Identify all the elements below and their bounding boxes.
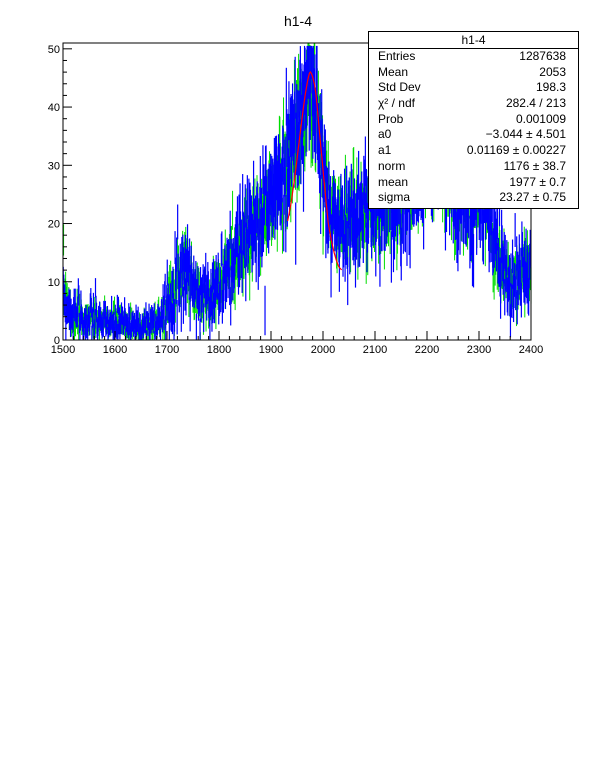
x-tick-label: 2000	[311, 344, 335, 356]
x-tick-label: 1600	[103, 344, 127, 356]
x-tick-label: 2400	[519, 344, 543, 356]
y-tick-label: 50	[48, 44, 60, 56]
stats-key: χ² / ndf	[378, 96, 415, 111]
stats-value: 198.3	[535, 80, 566, 95]
x-tick-label: 1500	[51, 344, 75, 356]
stats-value: 1287638	[519, 49, 566, 63]
stats-row: norm 1176 ± 38.7	[369, 159, 578, 175]
x-tick-label: 1700	[155, 344, 179, 356]
stats-key: Std Dev	[378, 80, 421, 95]
chart-title: h1-4	[284, 13, 312, 29]
stats-box-title: h1-4	[369, 32, 578, 49]
y-tick-label: 30	[48, 160, 60, 172]
stats-value: 282.4 / 213	[505, 96, 566, 111]
fit-peak-curve	[287, 70, 343, 271]
stats-rows: Entries 1287638 Mean 2053 Std Dev 198.3 χ² / n…	[369, 49, 578, 206]
stats-key: Prob	[378, 111, 404, 126]
y-tick-label: 10	[48, 277, 60, 289]
stats-key: sigma	[378, 190, 411, 205]
stats-key: a0	[378, 127, 392, 142]
stats-value: 1977 ± 0.7	[509, 174, 566, 189]
stats-box: h1-4 Entries 1287638 Mean 2053 Std Dev 198.3 χ…	[368, 31, 579, 209]
x-tick-label: 2200	[415, 344, 439, 356]
y-tick-label: 0	[54, 335, 60, 347]
stats-row: Prob 0.001009	[369, 112, 578, 128]
stats-key: a1	[378, 143, 392, 158]
stats-row: a1 0.01169 ± 0.00227	[369, 143, 578, 159]
stats-key: Entries	[378, 49, 416, 63]
stats-key: Mean	[378, 64, 409, 79]
stats-key: mean	[378, 174, 409, 189]
y-tick-label: 40	[48, 102, 60, 114]
stats-value: 2053	[539, 64, 566, 79]
stats-row: Std Dev 198.3	[369, 80, 578, 96]
stats-key: norm	[378, 158, 406, 173]
stats-value: 23.27 ± 0.75	[499, 190, 566, 205]
x-tick-label: 1800	[207, 344, 231, 356]
stats-row: a0 −3.044 ± 4.501	[369, 127, 578, 143]
stats-row: Entries 1287638	[369, 49, 578, 65]
x-tick-label: 1900	[259, 344, 283, 356]
y-tick-label: 20	[48, 219, 60, 231]
stats-row: sigma 23.27 ± 0.75	[369, 190, 578, 206]
stats-row: χ² / ndf 282.4 / 213	[369, 96, 578, 112]
stats-value: 0.01169 ± 0.00227	[466, 143, 566, 158]
stats-value: 0.001009	[515, 111, 566, 126]
x-tick-label: 2300	[467, 344, 491, 356]
x-tick-label: 2100	[363, 344, 387, 356]
stats-row: Mean 2053	[369, 65, 578, 81]
stats-value: −3.044 ± 4.501	[485, 127, 566, 142]
stats-row: mean 1977 ± 0.7	[369, 175, 578, 191]
stats-value: 1176 ± 38.7	[503, 158, 566, 173]
